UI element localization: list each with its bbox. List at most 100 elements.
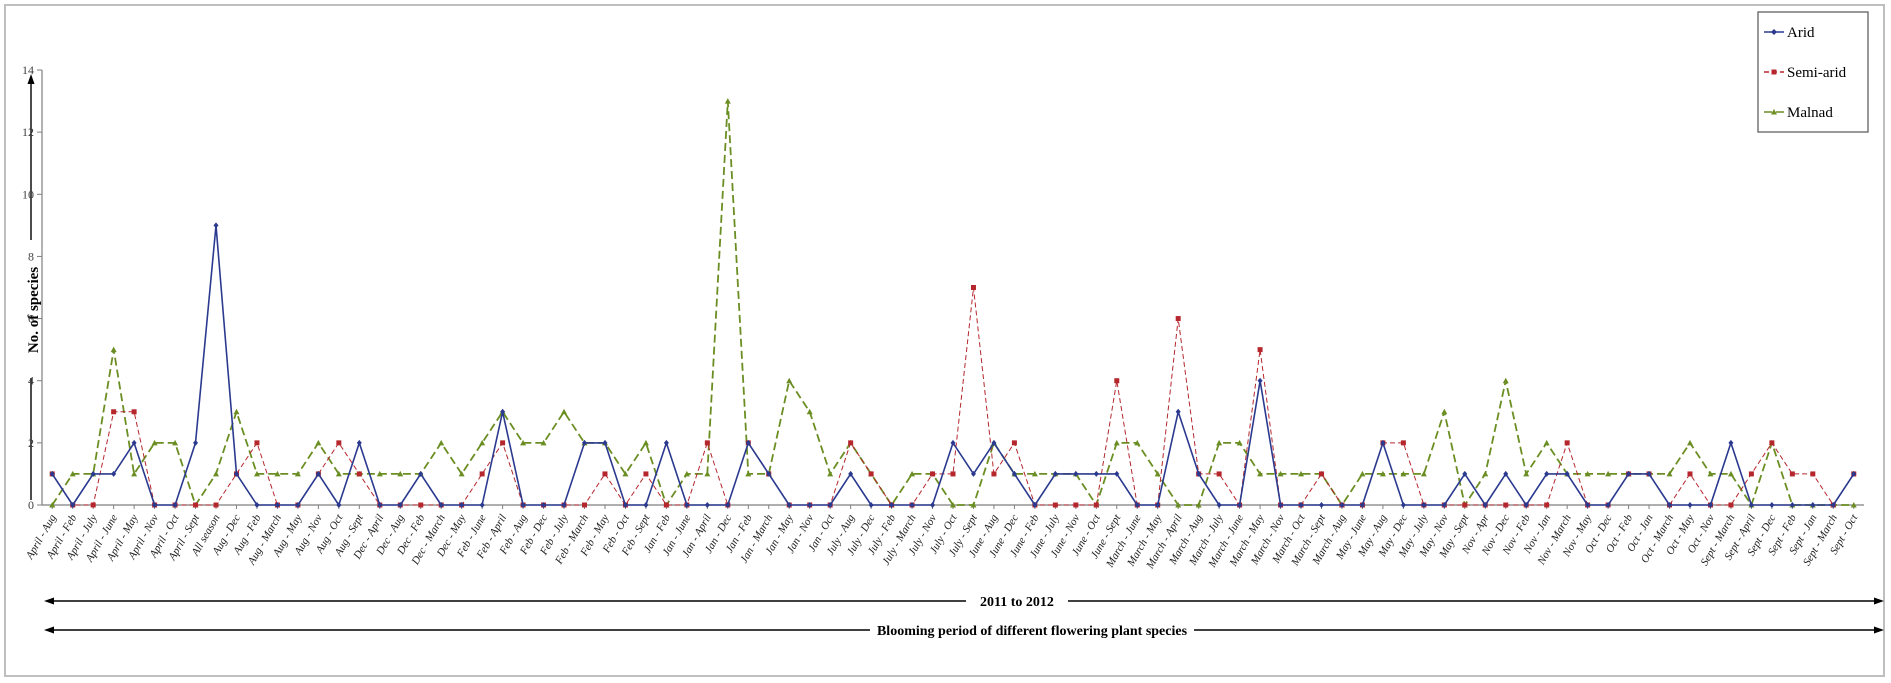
data-point	[745, 470, 752, 477]
data-point	[1175, 502, 1182, 508]
data-point	[295, 502, 301, 508]
data-point	[1462, 502, 1468, 508]
data-point	[1850, 502, 1857, 508]
data-point	[1114, 470, 1120, 477]
data-point	[786, 377, 793, 384]
data-point	[377, 502, 383, 508]
period-arrowhead-right	[1874, 597, 1884, 605]
data-point	[152, 502, 158, 508]
data-point	[1114, 378, 1120, 384]
data-point	[90, 470, 96, 477]
chart-frame	[4, 4, 1885, 677]
data-point	[1584, 470, 1591, 477]
data-point	[1400, 502, 1406, 508]
data-point	[582, 502, 588, 508]
data-point	[1544, 502, 1550, 508]
data-point	[336, 440, 342, 446]
data-point	[376, 470, 383, 477]
data-point	[459, 502, 465, 508]
data-point	[622, 470, 629, 477]
data-point	[1687, 502, 1693, 508]
data-point	[663, 502, 669, 508]
data-point	[766, 470, 772, 477]
data-point	[111, 470, 117, 477]
data-point	[1707, 470, 1714, 477]
data-point	[704, 502, 710, 508]
legend: Arid Semi-arid Malnad	[1757, 11, 1869, 133]
data-point	[1052, 502, 1058, 508]
data-point	[1482, 502, 1488, 508]
legend-marker	[1771, 109, 1777, 115]
data-point	[397, 470, 404, 477]
data-point	[110, 346, 117, 353]
data-point	[458, 470, 465, 477]
data-point	[540, 439, 547, 446]
data-point	[1789, 471, 1795, 477]
data-point	[541, 502, 547, 508]
data-point	[909, 502, 915, 508]
data-point	[1482, 470, 1489, 477]
legend-label: Semi-arid	[1787, 65, 1847, 81]
data-point	[1175, 408, 1181, 415]
data-point	[1441, 408, 1448, 415]
data-point	[49, 502, 56, 508]
data-point	[172, 439, 179, 446]
y-axis-title-arrowhead	[27, 74, 35, 84]
y-tick-label: 14	[22, 63, 34, 77]
y-tick-label: 4	[28, 374, 34, 388]
data-point	[1093, 502, 1099, 508]
data-point	[1379, 470, 1386, 477]
data-point	[827, 470, 834, 477]
data-point	[131, 439, 137, 446]
data-point	[274, 470, 281, 477]
data-point	[253, 470, 260, 477]
period-arrowhead-left	[44, 597, 54, 605]
data-point	[49, 470, 55, 477]
data-point	[1523, 470, 1530, 477]
data-point	[1626, 470, 1632, 477]
data-point	[1502, 377, 1509, 384]
data-point	[1769, 440, 1775, 446]
data-point	[602, 471, 608, 477]
data-point	[684, 502, 690, 508]
y-axis-title: No. of species	[26, 267, 42, 353]
data-point	[1748, 471, 1754, 477]
data-point	[90, 502, 96, 508]
data-point	[991, 471, 997, 477]
data-point	[704, 470, 711, 477]
data-point	[950, 471, 956, 477]
data-point	[1727, 470, 1734, 477]
data-point	[806, 408, 813, 415]
data-point	[418, 502, 424, 508]
data-point	[1093, 470, 1099, 477]
data-point	[1789, 502, 1795, 508]
data-point	[745, 439, 751, 446]
data-point	[1257, 347, 1263, 353]
data-point	[500, 408, 506, 415]
data-point	[1113, 439, 1120, 446]
data-point	[1686, 439, 1693, 446]
data-point	[254, 502, 260, 508]
data-point	[1707, 502, 1713, 508]
data-point	[1421, 502, 1427, 508]
data-point	[1543, 439, 1550, 446]
data-point	[1564, 440, 1570, 446]
data-point	[479, 471, 485, 477]
data-point	[315, 439, 322, 446]
data-point	[1032, 502, 1038, 508]
data-point	[848, 470, 854, 477]
data-point	[1748, 502, 1754, 508]
data-point	[1298, 470, 1305, 477]
data-point	[1339, 502, 1345, 508]
data-point	[1462, 470, 1468, 477]
data-point	[336, 502, 342, 508]
data-point	[970, 502, 977, 508]
data-point	[438, 439, 445, 446]
data-point	[356, 439, 362, 446]
legend-marker	[1771, 69, 1777, 75]
data-point	[1380, 439, 1386, 446]
data-point	[1011, 440, 1017, 446]
data-point	[1195, 502, 1202, 508]
data-point	[1851, 470, 1857, 477]
